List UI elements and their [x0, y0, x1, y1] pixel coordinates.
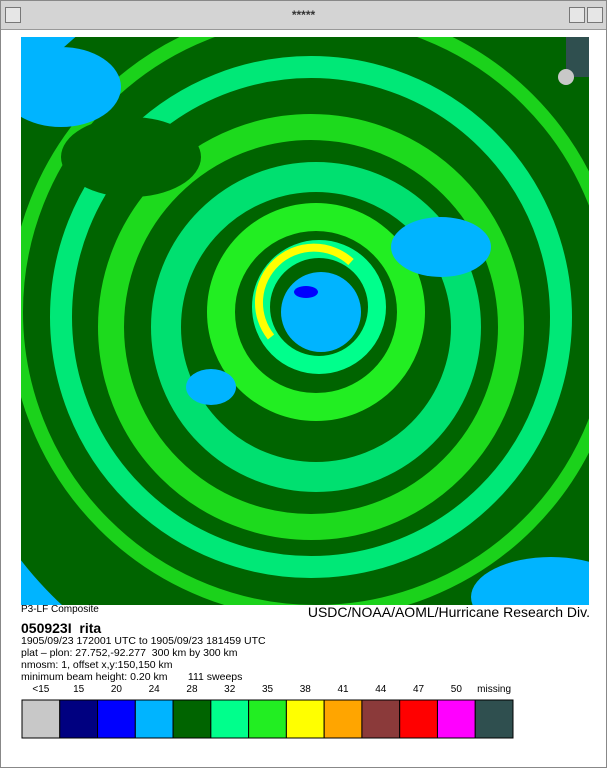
- legend-swatch: [399, 699, 438, 739]
- legend-label: 15: [73, 684, 85, 695]
- legend-label: 50: [451, 684, 463, 695]
- legend-label: missing: [477, 684, 511, 695]
- info-line: 1905/09/23 172001 UTC to 1905/09/23 1814…: [21, 635, 266, 647]
- info-line: plat – plon: 27.752,-92.277 300 km by 30…: [21, 647, 238, 659]
- legend-label: 28: [186, 684, 198, 695]
- legend-label: <15: [32, 684, 49, 695]
- legend-swatch: [172, 699, 212, 739]
- legend-label: 32: [224, 684, 236, 695]
- legend-label: 35: [262, 684, 274, 695]
- legend-swatch: [323, 699, 363, 739]
- legend-swatch: [210, 699, 250, 739]
- legend-swatch: [21, 699, 61, 739]
- legend-swatch: [436, 699, 476, 739]
- legend-label: 24: [149, 684, 161, 695]
- legend-label: 41: [337, 684, 349, 695]
- legend-label: 47: [413, 684, 425, 695]
- legend-swatch: [134, 699, 174, 739]
- legend-swatch: [59, 699, 99, 739]
- legend-swatch: [97, 699, 136, 739]
- legend-swatch: [361, 699, 401, 739]
- radar-image: [21, 37, 589, 605]
- info-line: minimum beam height: 0.20 km 111 sweeps: [21, 671, 243, 683]
- legend-label: 20: [111, 684, 123, 695]
- maximize-button[interactable]: [587, 7, 603, 23]
- window-title: *****: [291, 8, 316, 22]
- info-line: nmosm: 1, offset x,y:150,150 km: [21, 659, 173, 671]
- legend-swatch: [285, 699, 325, 739]
- minimize-button[interactable]: [569, 7, 585, 23]
- legend: <15 15 20 24 28 32 35 38 41 44 47 50 missing: [21, 684, 514, 739]
- header-right: USDC/NOAA/AOML/Hurricane Research Div.: [307, 604, 590, 620]
- title-bar: *****: [1, 1, 606, 30]
- storm-name: 050923I rita: [21, 620, 102, 636]
- legend-label: 44: [375, 684, 387, 695]
- legend-swatch: [248, 699, 287, 739]
- header-left: P3-LF Composite: [21, 604, 99, 615]
- legend-label: 38: [300, 684, 312, 695]
- legend-swatch: [474, 699, 514, 739]
- menu-button[interactable]: [5, 7, 21, 23]
